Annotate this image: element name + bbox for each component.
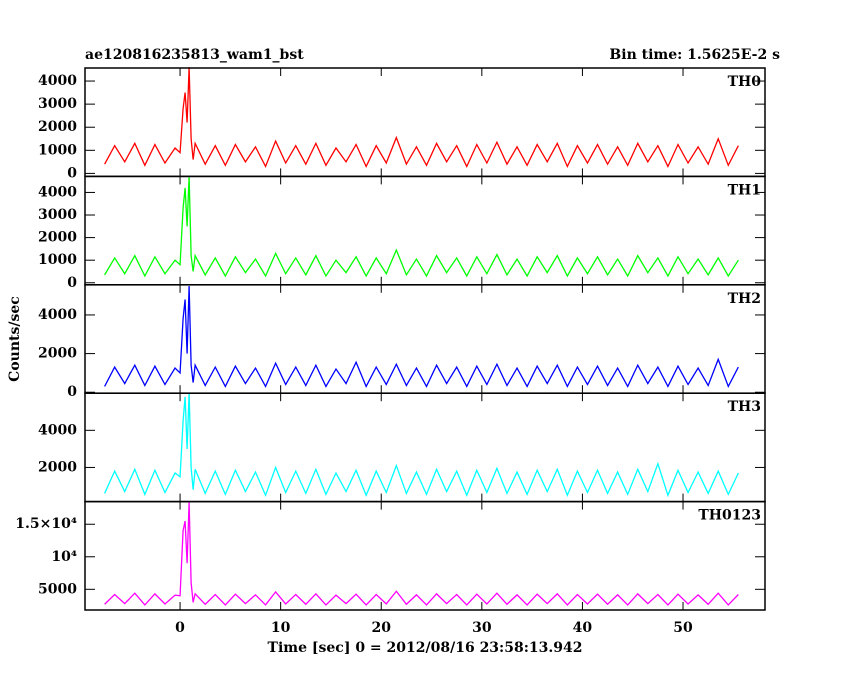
- series-line: [104, 393, 739, 498]
- panel-label: TH2: [728, 291, 761, 307]
- x-tick-label: 20: [372, 620, 392, 636]
- x-tick-label: 10: [271, 620, 291, 636]
- y-tick-label: 4000: [38, 73, 77, 89]
- panel-label: TH3: [728, 399, 761, 415]
- series-line: [104, 67, 739, 169]
- y-tick-label: 10⁴: [51, 549, 77, 565]
- y-axis-label: Counts/sec: [7, 296, 23, 382]
- y-tick-label: 3000: [38, 96, 77, 112]
- y-tick-label: 2000: [38, 230, 77, 246]
- y-tick-label: 3000: [38, 207, 77, 223]
- y-tick-label: 2000: [38, 459, 77, 475]
- x-tick-label: 40: [573, 620, 593, 636]
- panel-label: TH0123: [698, 508, 761, 524]
- y-tick-label: 0: [67, 165, 77, 181]
- panel-frame: [84, 500, 766, 611]
- series-line: [104, 502, 739, 606]
- y-tick-label: 1000: [38, 142, 77, 158]
- chart-subtitle: Bin time: 1.5625E-2 s: [609, 47, 780, 63]
- y-tick-label: 1000: [38, 252, 77, 268]
- panel-label: TH0: [728, 74, 762, 90]
- chart-title: ae120816235813_wam1_bst: [85, 47, 304, 63]
- x-tick-label: 0: [175, 620, 185, 636]
- y-tick-label: 2000: [38, 119, 77, 135]
- y-tick-label: 4000: [38, 184, 77, 200]
- x-axis-label: Time [sec] 0 = 2012/08/16 23:58:13.942: [268, 640, 583, 656]
- panel-frame: [84, 175, 766, 286]
- x-tick-label: 50: [673, 620, 693, 636]
- y-tick-label: 0: [67, 275, 77, 291]
- y-tick-label: 0: [67, 384, 77, 400]
- y-tick-label: 5000: [38, 581, 77, 597]
- y-tick-label: 2000: [38, 346, 77, 362]
- x-tick-label: 30: [472, 620, 492, 636]
- panel-label: TH1: [728, 182, 761, 198]
- y-tick-label: 4000: [38, 422, 77, 438]
- series-line: [104, 285, 739, 389]
- y-tick-label: 1.5×10⁴: [15, 516, 77, 532]
- y-tick-label: 4000: [38, 307, 77, 323]
- series-line: [104, 176, 739, 278]
